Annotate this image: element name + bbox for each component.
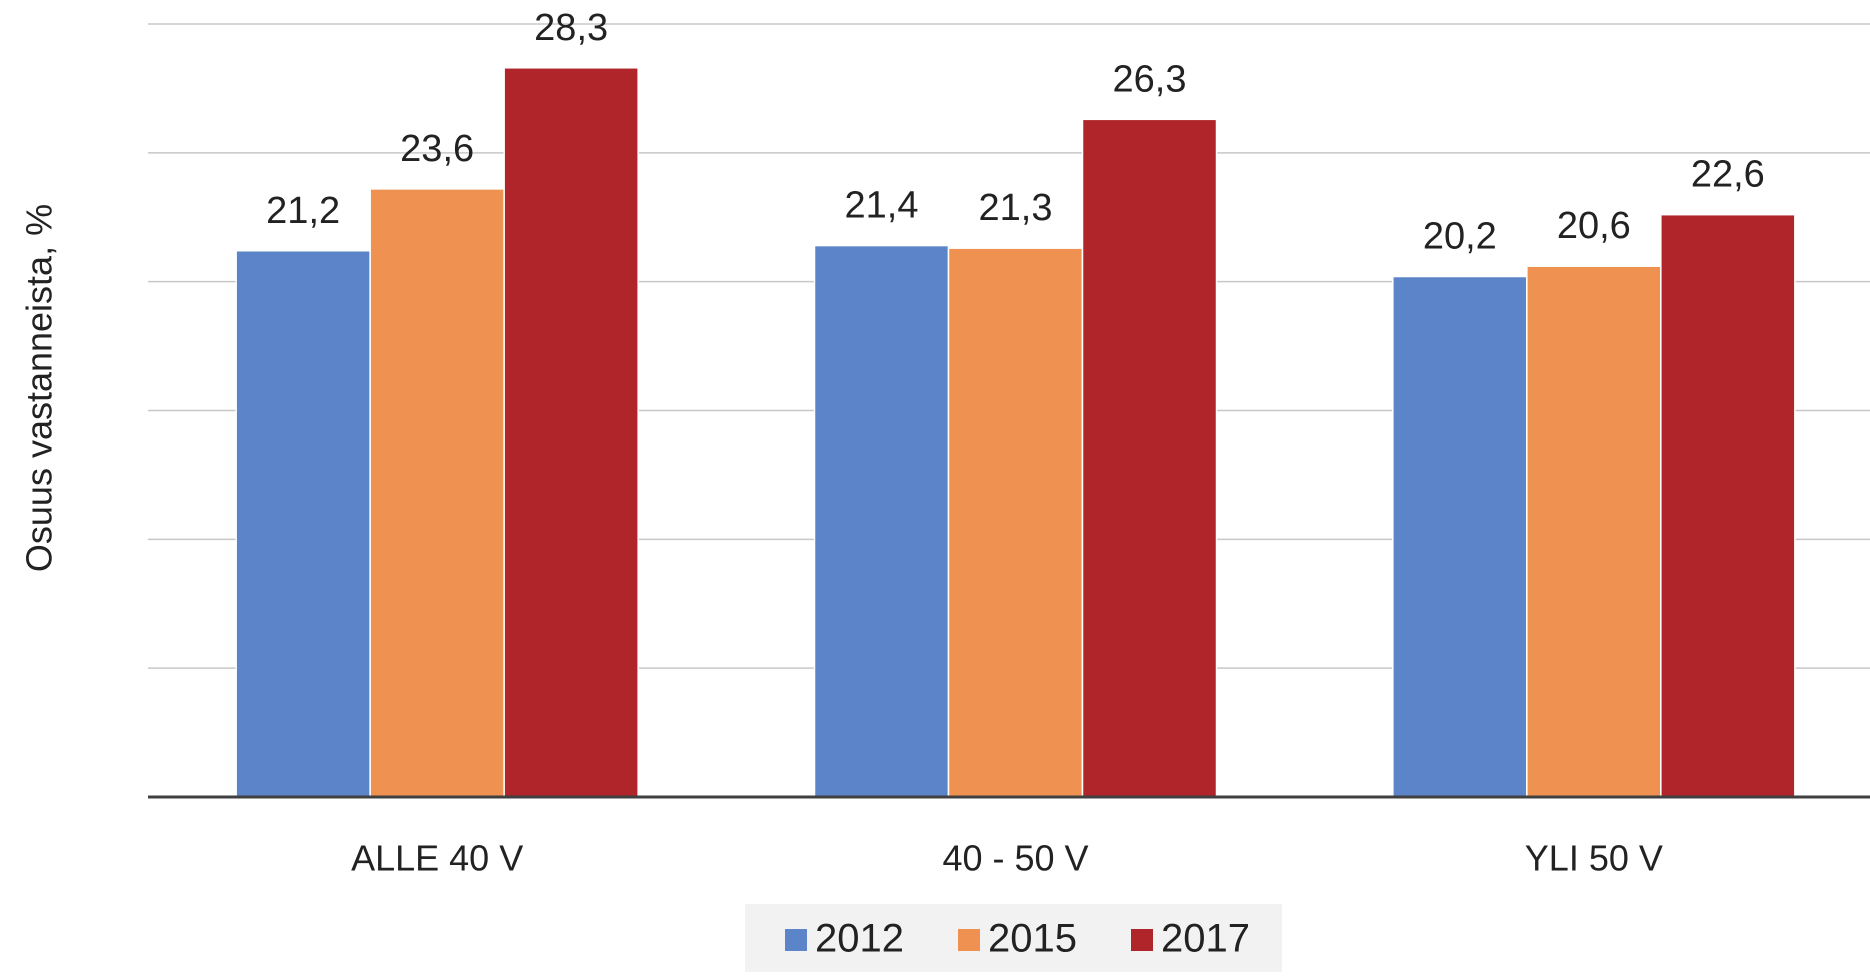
bar bbox=[369, 188, 505, 798]
bar bbox=[1526, 265, 1662, 798]
data-label: 21,4 bbox=[845, 185, 919, 227]
bar bbox=[503, 67, 639, 798]
bar bbox=[1392, 275, 1528, 798]
legend-label: 2012 bbox=[815, 917, 904, 961]
x-tick-label: 40 - 50 V bbox=[942, 838, 1088, 879]
legend-label: 2017 bbox=[1161, 917, 1250, 961]
legend-swatch bbox=[785, 929, 807, 951]
legend-box bbox=[745, 904, 1282, 972]
bar bbox=[1081, 118, 1218, 798]
bar bbox=[235, 249, 371, 798]
data-label: 22,6 bbox=[1691, 154, 1765, 196]
data-label: 21,3 bbox=[979, 187, 1053, 229]
bar bbox=[813, 244, 950, 798]
legend-swatch bbox=[1131, 929, 1153, 951]
data-label: 21,2 bbox=[266, 190, 340, 232]
bar bbox=[947, 247, 1084, 798]
x-tick-label: YLI 50 V bbox=[1525, 838, 1663, 879]
bar bbox=[1660, 213, 1796, 798]
x-tick-label: ALLE 40 V bbox=[351, 838, 523, 879]
legend-label: 2015 bbox=[988, 917, 1077, 961]
data-label: 20,6 bbox=[1557, 205, 1631, 247]
legend-swatch bbox=[958, 929, 980, 951]
data-label: 28,3 bbox=[534, 7, 608, 49]
data-label: 20,2 bbox=[1423, 216, 1497, 258]
data-label: 26,3 bbox=[1113, 58, 1187, 100]
y-axis-label: Osuus vastanneista, % bbox=[19, 204, 60, 572]
data-label: 23,6 bbox=[400, 128, 474, 170]
